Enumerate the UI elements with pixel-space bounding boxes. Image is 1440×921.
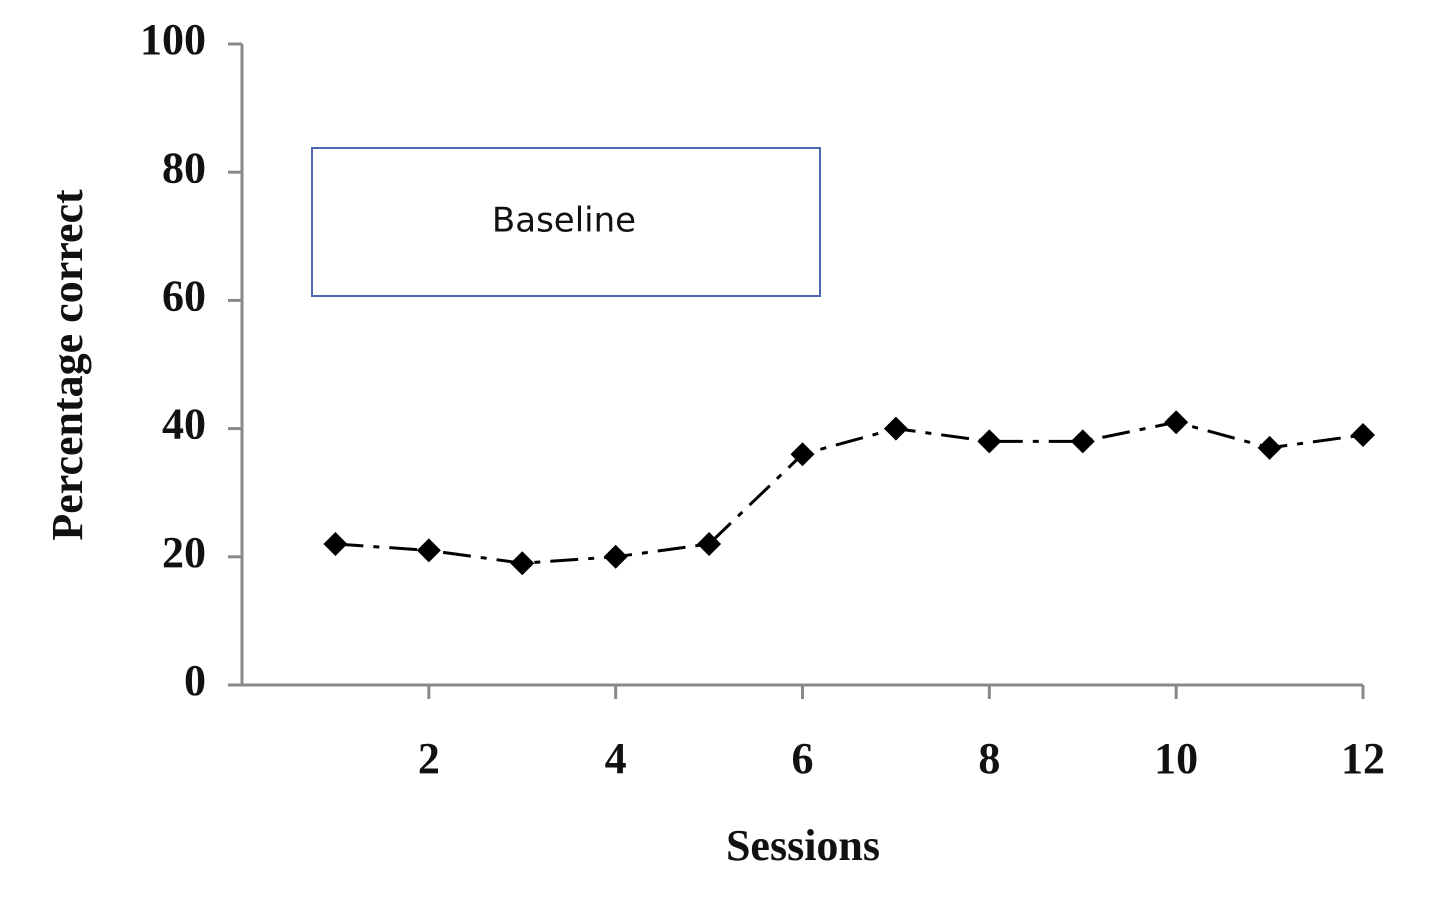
x-tick-label: 6 [792, 734, 814, 783]
y-tick-label: 0 [184, 656, 206, 705]
y-tick-label: 20 [162, 528, 206, 577]
data-point [603, 544, 628, 569]
data-point [1070, 429, 1095, 454]
y-tick-label: 60 [162, 271, 206, 320]
data-point [1164, 410, 1189, 435]
series-line [335, 420, 1364, 565]
x-tick-label: 2 [418, 734, 440, 783]
data-point [323, 531, 348, 556]
data-point [510, 551, 535, 576]
y-tick-label: 40 [162, 400, 206, 449]
x-axis-title: Sessions [726, 821, 880, 870]
data-point [416, 538, 441, 563]
annotation-box [311, 147, 821, 297]
data-point [790, 442, 815, 467]
x-tick-label: 10 [1154, 734, 1198, 783]
y-tick-label: 100 [140, 15, 206, 64]
data-point [977, 429, 1002, 454]
data-point [1257, 435, 1282, 460]
x-tick-label: 12 [1341, 734, 1385, 783]
data-point [883, 416, 908, 441]
x-tick-label: 8 [978, 734, 1000, 783]
data-point [697, 531, 722, 556]
x-tick-label: 4 [605, 734, 627, 783]
annotation: Baseline [492, 201, 636, 241]
y-axis-title: Percentage correct [43, 189, 92, 541]
y-tick-label: 80 [162, 143, 206, 192]
data-point [1351, 423, 1375, 448]
